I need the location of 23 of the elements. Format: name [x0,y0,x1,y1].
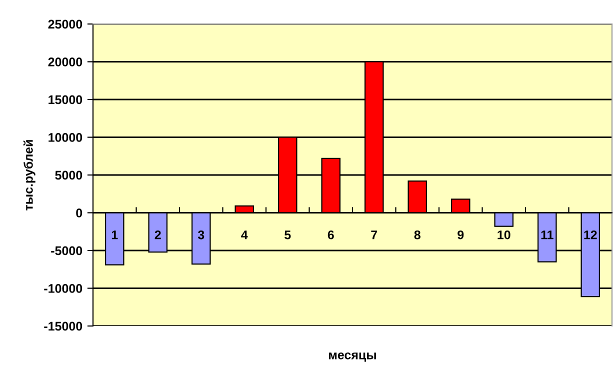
x-tick-label: 9 [458,230,464,240]
x-tick-label: 10 [498,230,510,240]
x-tick-label: 3 [198,230,204,240]
y-tick-label: 25000 [48,20,82,29]
x-axis-title: месяцы [329,352,376,362]
x-tick-label: 12 [584,230,597,240]
y-axis-title: тыс.рублей [23,140,36,210]
y-tick-label: 0 [76,208,82,218]
y-tick-label: -5000 [51,246,82,256]
y-tick-label: 10000 [48,133,82,142]
x-tick-label: 6 [328,230,334,240]
x-tick-label: 4 [241,230,248,240]
x-tick-label: 7 [371,230,378,240]
x-tick-label: 2 [154,230,161,240]
y-tick-label: 5000 [55,170,82,180]
y-tick-label: -15000 [44,322,82,331]
y-tick-label: 15000 [48,95,82,104]
y-tick-label: 20000 [48,58,82,66]
x-tick-label: 1 [112,230,118,240]
x-tick-label: 8 [414,230,420,240]
x-tick-label: 5 [284,230,291,240]
x-tick-label: 11 [541,230,554,240]
y-tick-label: -10000 [44,284,82,293]
